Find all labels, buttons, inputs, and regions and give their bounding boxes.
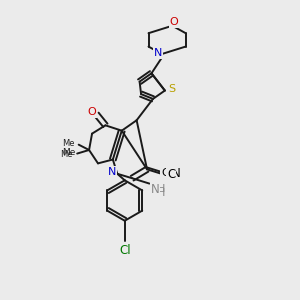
Text: N: N xyxy=(108,167,116,177)
Text: O: O xyxy=(88,107,96,117)
Text: Me: Me xyxy=(60,150,73,159)
Text: N: N xyxy=(154,48,163,58)
Text: Me: Me xyxy=(62,148,76,157)
Text: Cl: Cl xyxy=(119,244,130,257)
Text: O: O xyxy=(169,17,178,27)
Text: S: S xyxy=(168,84,175,94)
Text: N: N xyxy=(166,168,174,178)
Text: H: H xyxy=(157,184,165,194)
Text: N: N xyxy=(172,167,181,180)
Text: H: H xyxy=(157,188,165,198)
Text: C: C xyxy=(167,168,175,181)
Text: C: C xyxy=(161,169,169,178)
Text: N: N xyxy=(150,183,159,196)
Text: Me: Me xyxy=(62,139,74,148)
